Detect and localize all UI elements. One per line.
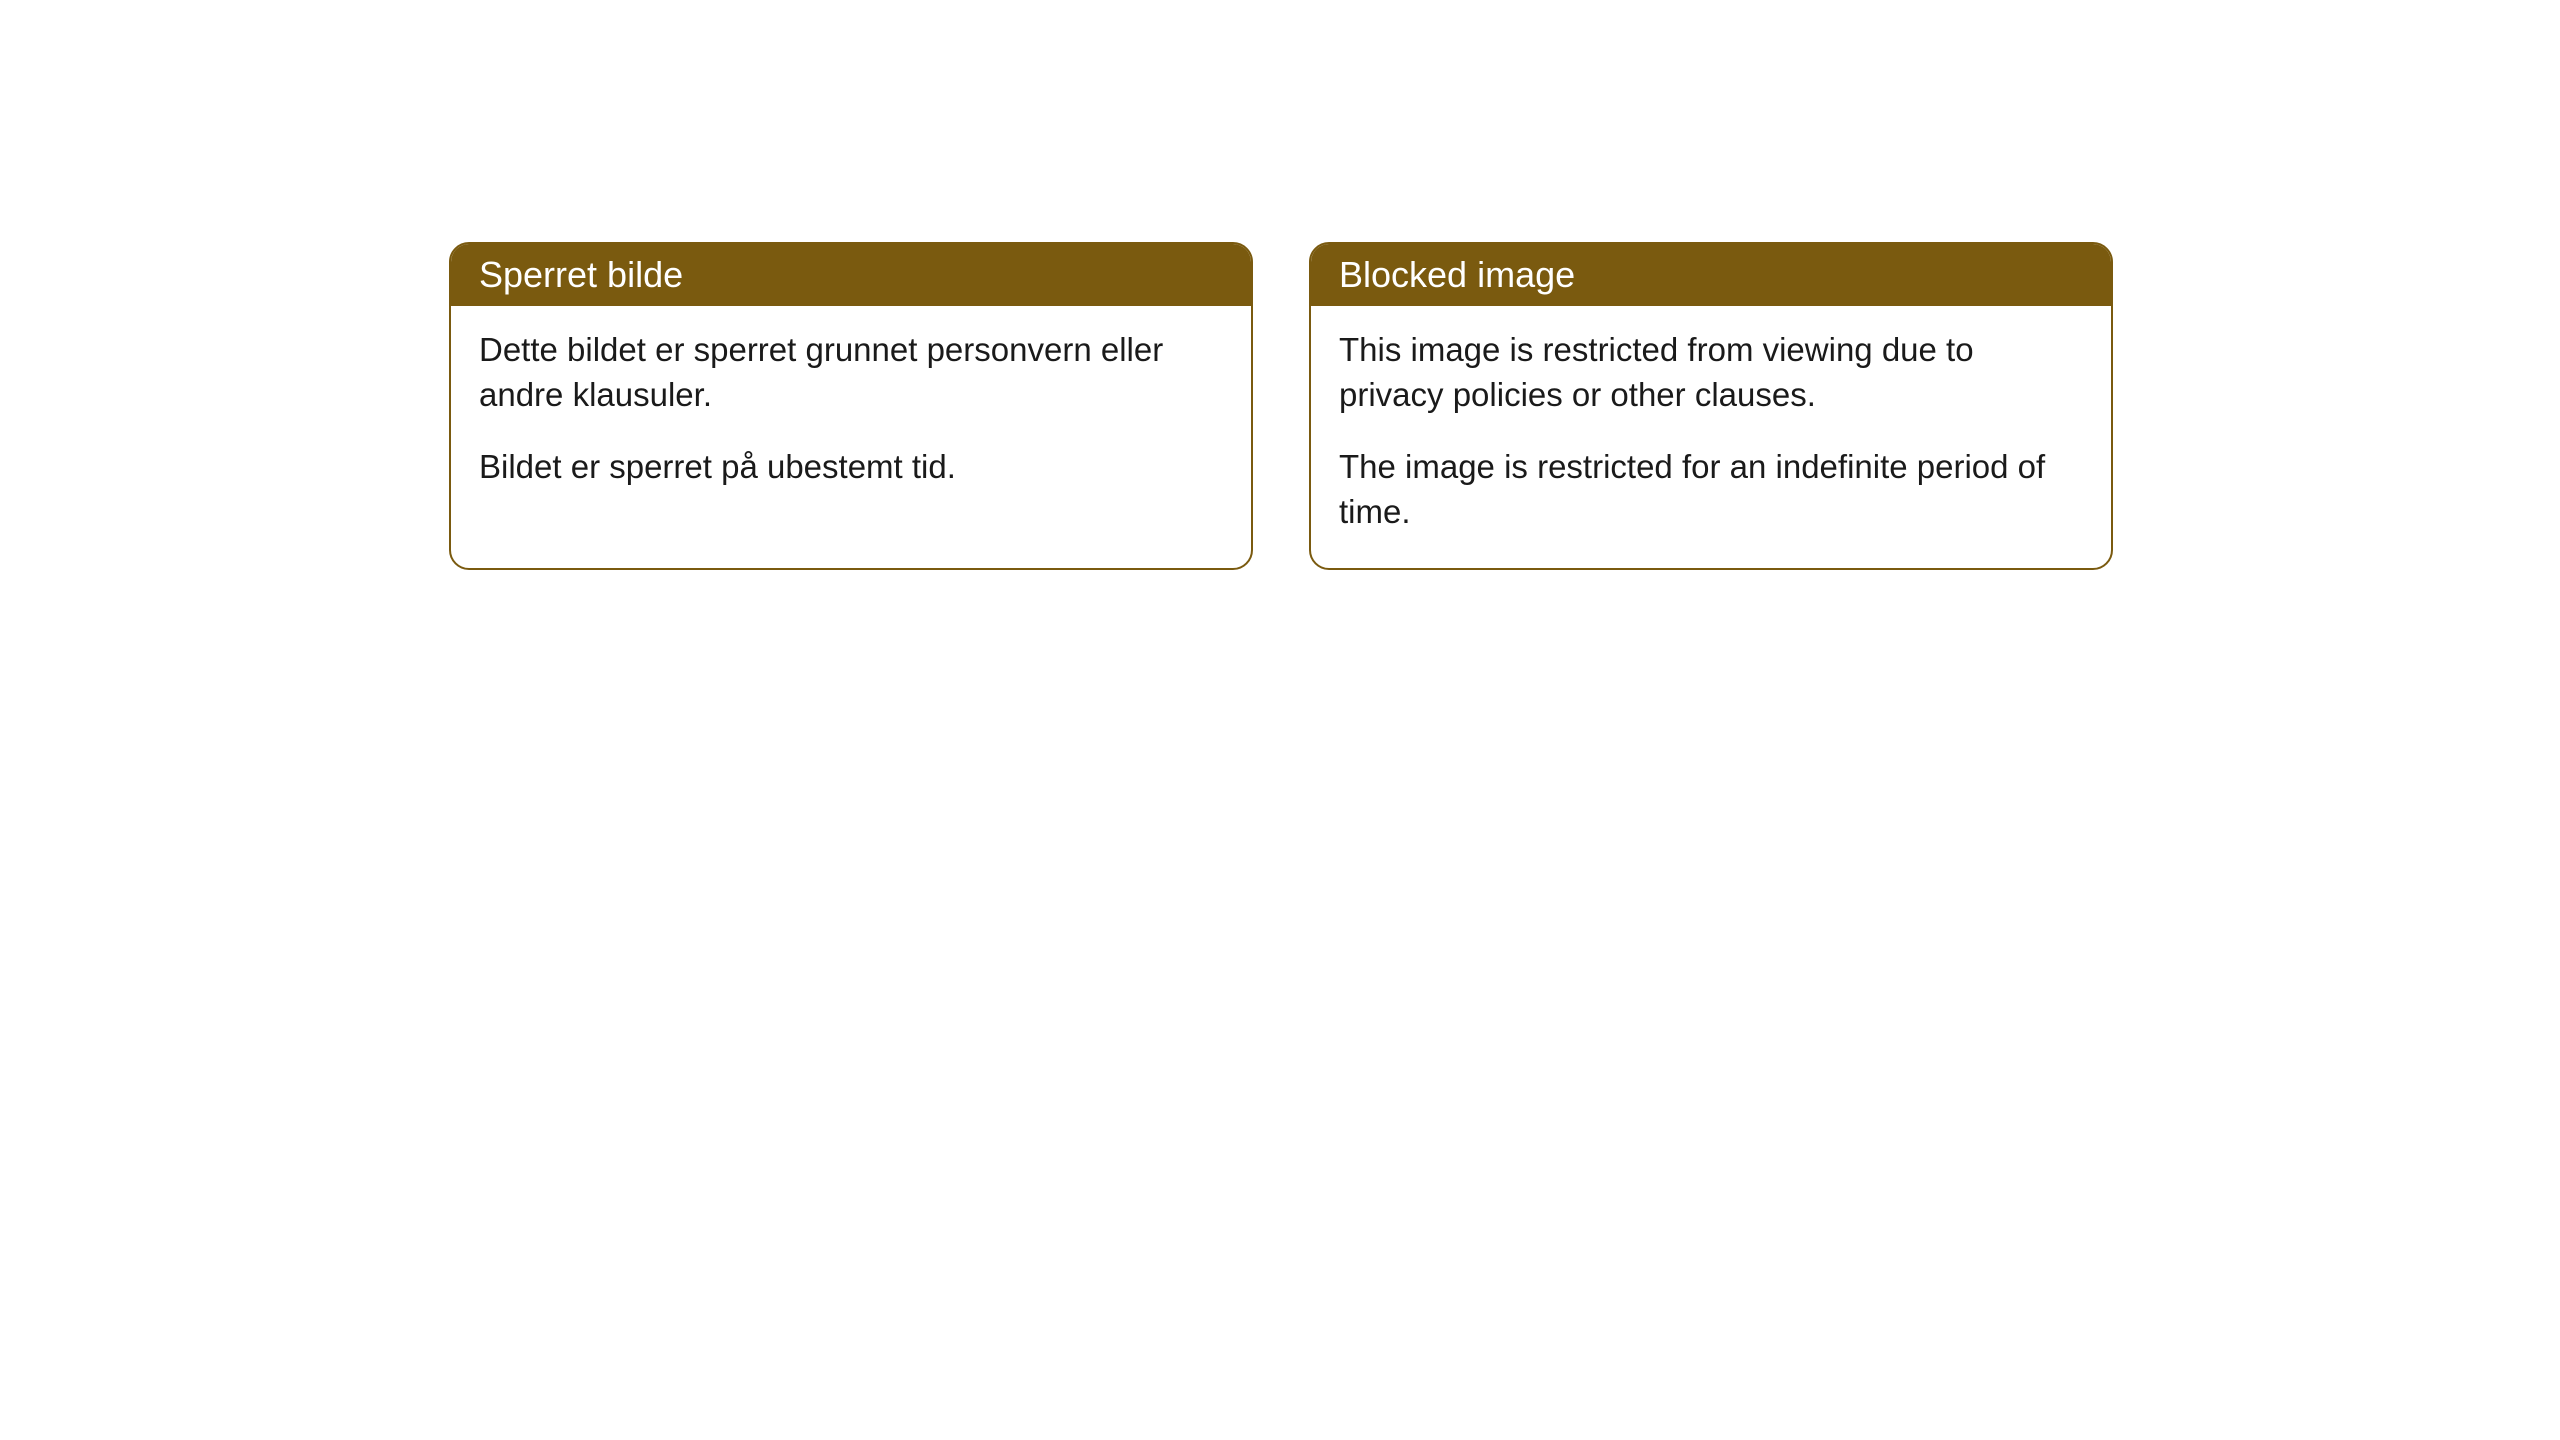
card-paragraph: The image is restricted for an indefinit… — [1339, 445, 2083, 534]
card-paragraph: Dette bildet er sperret grunnet personve… — [479, 328, 1223, 417]
card-paragraph: This image is restricted from viewing du… — [1339, 328, 2083, 417]
card-paragraph: Bildet er sperret på ubestemt tid. — [479, 445, 1223, 490]
blocked-image-card-english: Blocked image This image is restricted f… — [1309, 242, 2113, 570]
notice-cards-container: Sperret bilde Dette bildet er sperret gr… — [449, 242, 2113, 570]
card-header: Sperret bilde — [451, 244, 1251, 306]
card-body: Dette bildet er sperret grunnet personve… — [451, 306, 1251, 524]
card-body: This image is restricted from viewing du… — [1311, 306, 2111, 568]
card-header: Blocked image — [1311, 244, 2111, 306]
blocked-image-card-norwegian: Sperret bilde Dette bildet er sperret gr… — [449, 242, 1253, 570]
